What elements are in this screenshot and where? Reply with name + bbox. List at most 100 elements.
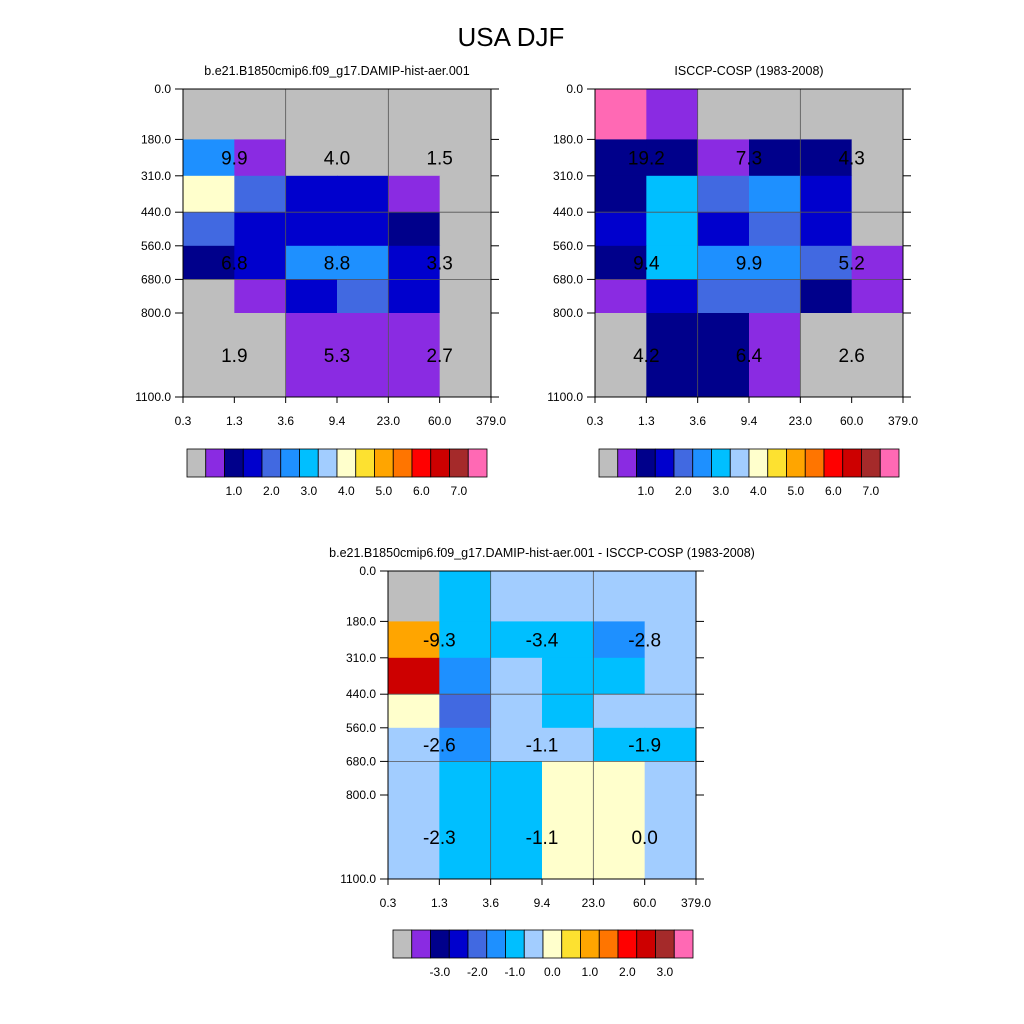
x-tick-label: 9.4 [329,414,346,428]
y-tick-label: 1100.0 [547,390,583,404]
y-tick-label: 180.0 [141,132,171,146]
heatmap-cell [593,571,646,622]
heatmap-cell [644,657,697,695]
heatmap-cell [490,727,543,762]
heatmap-cell [851,313,904,398]
heatmap-cell [337,139,389,177]
colorbar-tick-label: 1.0 [638,484,655,498]
heatmap-cell [439,313,492,398]
colorbar-tick-label: 5.0 [788,484,805,498]
heatmap-cell [439,795,492,880]
x-tick-label: 379.0 [681,896,711,910]
colorbar-tick-label: 3.0 [657,965,674,979]
heatmap-cell [595,89,647,140]
heatmap-cell [644,571,697,622]
y-tick-label: 560.0 [346,721,376,735]
colorbar-swatch [748,448,769,478]
heatmap-cell [749,89,801,140]
heatmap-cell [439,175,492,213]
colorbar-tick-label: 6.0 [825,484,842,498]
heatmap-cell [183,139,235,177]
cell-value-label: 0.0 [631,828,657,849]
y-tick-label: 680.0 [346,754,376,768]
heatmap-cell [593,727,646,762]
heatmap-cell [388,694,440,729]
heatmap-cell [183,175,235,213]
y-tick-label: 800.0 [141,306,171,320]
colorbar-swatch [186,448,207,478]
heatmap-cell [388,657,440,695]
colorbar-swatch [861,448,881,478]
colorbar-swatch [467,448,488,478]
colorbar-swatch [261,448,282,478]
heatmap-cell [646,279,699,314]
cell-value-label: 9.9 [736,254,762,275]
heatmap-cell [646,313,699,398]
heatmap-cell [490,761,543,796]
cell-value-label: -2.6 [423,736,456,757]
colorbar-tick-label: 7.0 [451,484,468,498]
colorbar-tick-label: 2.0 [263,484,280,498]
heatmap-cell [851,89,904,140]
heatmap-cell [388,761,440,796]
heatmap-cell [337,89,389,140]
heatmap-cell [800,245,853,280]
colorbar-tick-label: -1.0 [505,965,526,979]
heatmap-cell [749,139,801,177]
colorbar-swatch [598,448,619,478]
heatmap-cell [542,727,594,762]
colorbar-swatch [823,448,844,478]
heatmap-cell [542,795,594,880]
heatmap-cell [749,245,801,280]
heatmap-cell [439,139,492,177]
panel-model: b.e21.B1850cmip6.f09_g17.DAMIP-hist-aer.… [135,64,506,498]
heatmap-cell [183,212,235,247]
heatmap-cell [337,175,389,213]
colorbar-tick-label: 1.0 [582,965,599,979]
y-tick-label: 560.0 [141,239,171,253]
colorbar-swatch [317,448,338,478]
colorbar-tick-label: 2.0 [619,965,636,979]
heatmap-cell [646,175,699,213]
heatmap-cell [542,571,594,622]
heatmap-cell [490,694,543,729]
heatmap-cell [542,761,594,796]
cell-value-label: 4.0 [324,149,350,170]
heatmap-cell [644,621,697,659]
heatmap-cell [646,89,699,140]
cell-value-label: 4.3 [838,149,864,170]
heatmap-cell [439,761,492,796]
y-tick-label: 680.0 [141,272,171,286]
colorbar-tick-label: -2.0 [467,965,488,979]
panel-title: b.e21.B1850cmip6.f09_g17.DAMIP-hist-aer.… [329,546,755,560]
cell-value-label: 9.4 [633,254,660,275]
heatmap-cell [285,212,338,247]
cell-value-label: 8.8 [324,254,350,275]
cell-value-label: 2.6 [838,346,864,367]
colorbar-swatch [448,929,469,959]
colorbar-tick-label: 4.0 [338,484,355,498]
colorbar-swatch [374,448,394,478]
y-tick-label: 0.0 [566,82,583,96]
heatmap-cell [595,313,647,398]
x-tick-label: 60.0 [840,414,864,428]
heatmap-cell [285,175,338,213]
colorbar-swatch [505,929,525,959]
colorbar-swatch [523,929,544,959]
heatmap-cell [490,571,543,622]
heatmap-cell [542,657,594,695]
heatmap-cell [595,139,647,177]
heatmap-cell [183,279,235,314]
cell-value-label: -1.9 [628,736,661,757]
panel-title: b.e21.B1850cmip6.f09_g17.DAMIP-hist-aer.… [204,64,469,78]
heatmap-cell [800,313,853,398]
x-tick-label: 23.0 [789,414,813,428]
colorbar-swatch [655,929,675,959]
heatmap-cell [851,175,904,213]
heatmap-cell [439,657,492,695]
heatmap-cell [593,795,646,880]
heatmap-cell [749,313,801,398]
colorbar-swatch [561,929,581,959]
colorbar-swatch [580,929,600,959]
